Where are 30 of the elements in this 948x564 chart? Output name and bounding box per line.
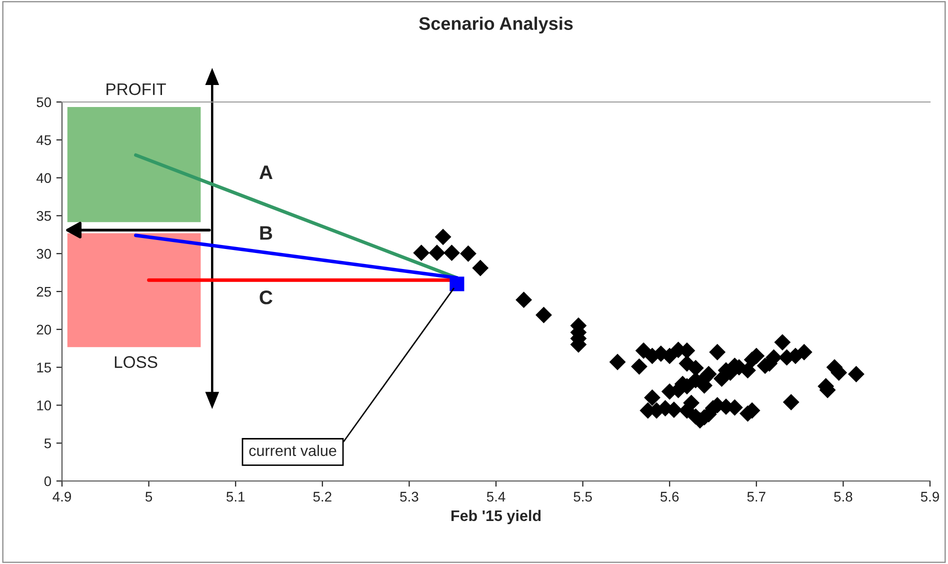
y-tick-label: 45 [36, 135, 52, 146]
x-axis-title: Feb '15 yield [451, 510, 541, 524]
x-tick-label: 5.3 [400, 492, 418, 502]
y-tick-label: 10 [37, 400, 52, 410]
y-tick-label: 35 [36, 211, 52, 221]
x-tick-label: 5.5 [574, 492, 592, 502]
x-tick-label: 5.7 [747, 492, 766, 502]
x-tick-label: 5.6 [660, 492, 679, 502]
y-tick-label: 20 [36, 324, 52, 335]
annotation: LOSS [114, 356, 158, 368]
x-tick-label: 5 [145, 492, 152, 502]
y-tick-label: 5 [44, 438, 51, 448]
y-tick-label: 0 [44, 476, 52, 486]
x-tick-label: 5.9 [920, 492, 939, 502]
y-tick-label: 25 [36, 286, 52, 297]
y-tick-label: 30 [36, 248, 52, 259]
x-tick-label: 5.1 [226, 492, 245, 502]
y-tick-label: 50 [36, 97, 52, 108]
x-tick-label: 5.2 [313, 492, 332, 502]
annotation: current value [249, 444, 336, 456]
y-tick-label: 40 [36, 173, 52, 183]
x-tick-label: 5.8 [834, 492, 852, 502]
annotation: B [260, 226, 272, 240]
y-tick-label: 15 [37, 362, 52, 372]
annotation: A [259, 166, 272, 180]
x-tick-label: 5.4 [486, 492, 506, 502]
x-tick-label: 4.9 [52, 492, 71, 502]
text: PROFIT [106, 83, 166, 96]
chart-title: Scenario Analysis [419, 16, 573, 34]
annotation: C [260, 290, 272, 304]
